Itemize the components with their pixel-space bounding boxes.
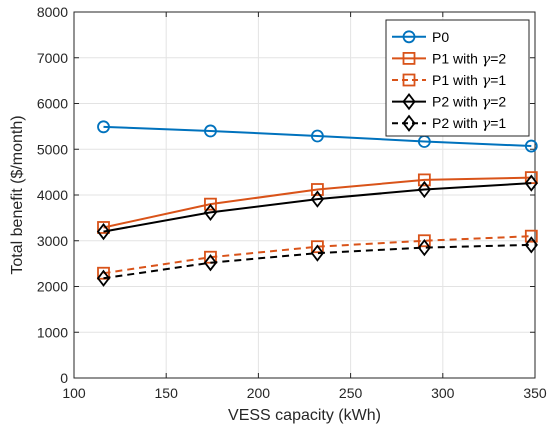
legend-marker	[402, 52, 416, 65]
series-line	[103, 235, 532, 275]
series-line	[103, 125, 532, 148]
x-tick-label: 300	[431, 385, 455, 401]
series-line	[103, 243, 532, 280]
legend-entry-3: P2 with γ=2	[392, 92, 506, 111]
axis-ticks: 100 150 200 250 300 350 0 1000 2000 3000 4000 5000 6…	[37, 4, 547, 401]
legend-label: P2 with γ=1	[432, 115, 506, 132]
y-tick-label: 1000	[37, 324, 68, 340]
data-point	[524, 229, 538, 243]
data-point	[311, 183, 324, 196]
data-point	[97, 120, 110, 134]
x-axis-label: VESS capacity (kWh)	[228, 407, 381, 424]
legend-label: P1 with γ=1	[432, 72, 506, 89]
data-point	[96, 269, 111, 287]
data-point	[203, 203, 218, 222]
series-2	[97, 229, 538, 280]
data-point	[97, 266, 110, 280]
series-group	[96, 120, 538, 287]
series-3	[96, 174, 538, 241]
data-point	[417, 234, 431, 248]
legend-marker	[402, 114, 416, 132]
x-tick-label: 250	[339, 385, 363, 401]
legend-label: P0	[432, 29, 449, 45]
y-tick-label: 5000	[37, 141, 68, 157]
data-point	[97, 221, 110, 234]
legend-entry-2: P1 with γ=1	[392, 72, 506, 89]
series-0	[97, 120, 538, 153]
y-tick-label: 4000	[37, 187, 68, 203]
data-point	[311, 129, 324, 143]
legend: P0 P1 with γ=2 P1 with γ=1 P2 with γ=2 P2 wi…	[385, 19, 530, 137]
data-point	[417, 180, 431, 199]
series-4	[96, 236, 538, 287]
legend-marker	[402, 92, 416, 111]
y-tick-label: 2000	[37, 279, 68, 295]
series-1	[97, 171, 538, 234]
data-point	[310, 190, 325, 208]
legend-label: P2 with γ=2	[432, 94, 506, 111]
data-point	[524, 236, 538, 254]
y-tick-label: 7000	[37, 50, 68, 66]
data-point	[524, 174, 538, 192]
x-tick-label: 100	[62, 385, 86, 401]
legend-entry-0: P0	[392, 29, 449, 45]
legend-marker	[402, 30, 416, 44]
y-axis-label: Total benefit ($/month)	[9, 115, 26, 274]
series-line	[103, 182, 532, 233]
legend-label: P1 with γ=2	[432, 50, 506, 67]
y-tick-label: 0	[60, 370, 68, 386]
y-tick-label: 8000	[37, 4, 68, 20]
data-point	[417, 173, 431, 187]
y-tick-label: 6000	[37, 96, 68, 112]
x-tick-label: 350	[523, 385, 547, 401]
data-point	[96, 222, 111, 241]
data-point	[203, 254, 218, 272]
legend-entry-4: P2 with γ=1	[392, 114, 506, 132]
series-line	[103, 176, 532, 229]
legend-marker	[402, 73, 416, 87]
data-point	[204, 197, 217, 211]
data-point	[417, 238, 431, 257]
data-point	[310, 244, 325, 262]
x-tick-label: 150	[155, 385, 179, 401]
x-tick-label: 200	[247, 385, 271, 401]
y-tick-label: 3000	[37, 233, 68, 249]
legend-entry-1: P1 with γ=2	[392, 50, 506, 67]
data-point	[204, 124, 217, 138]
data-point	[311, 240, 324, 254]
data-point	[524, 139, 538, 153]
